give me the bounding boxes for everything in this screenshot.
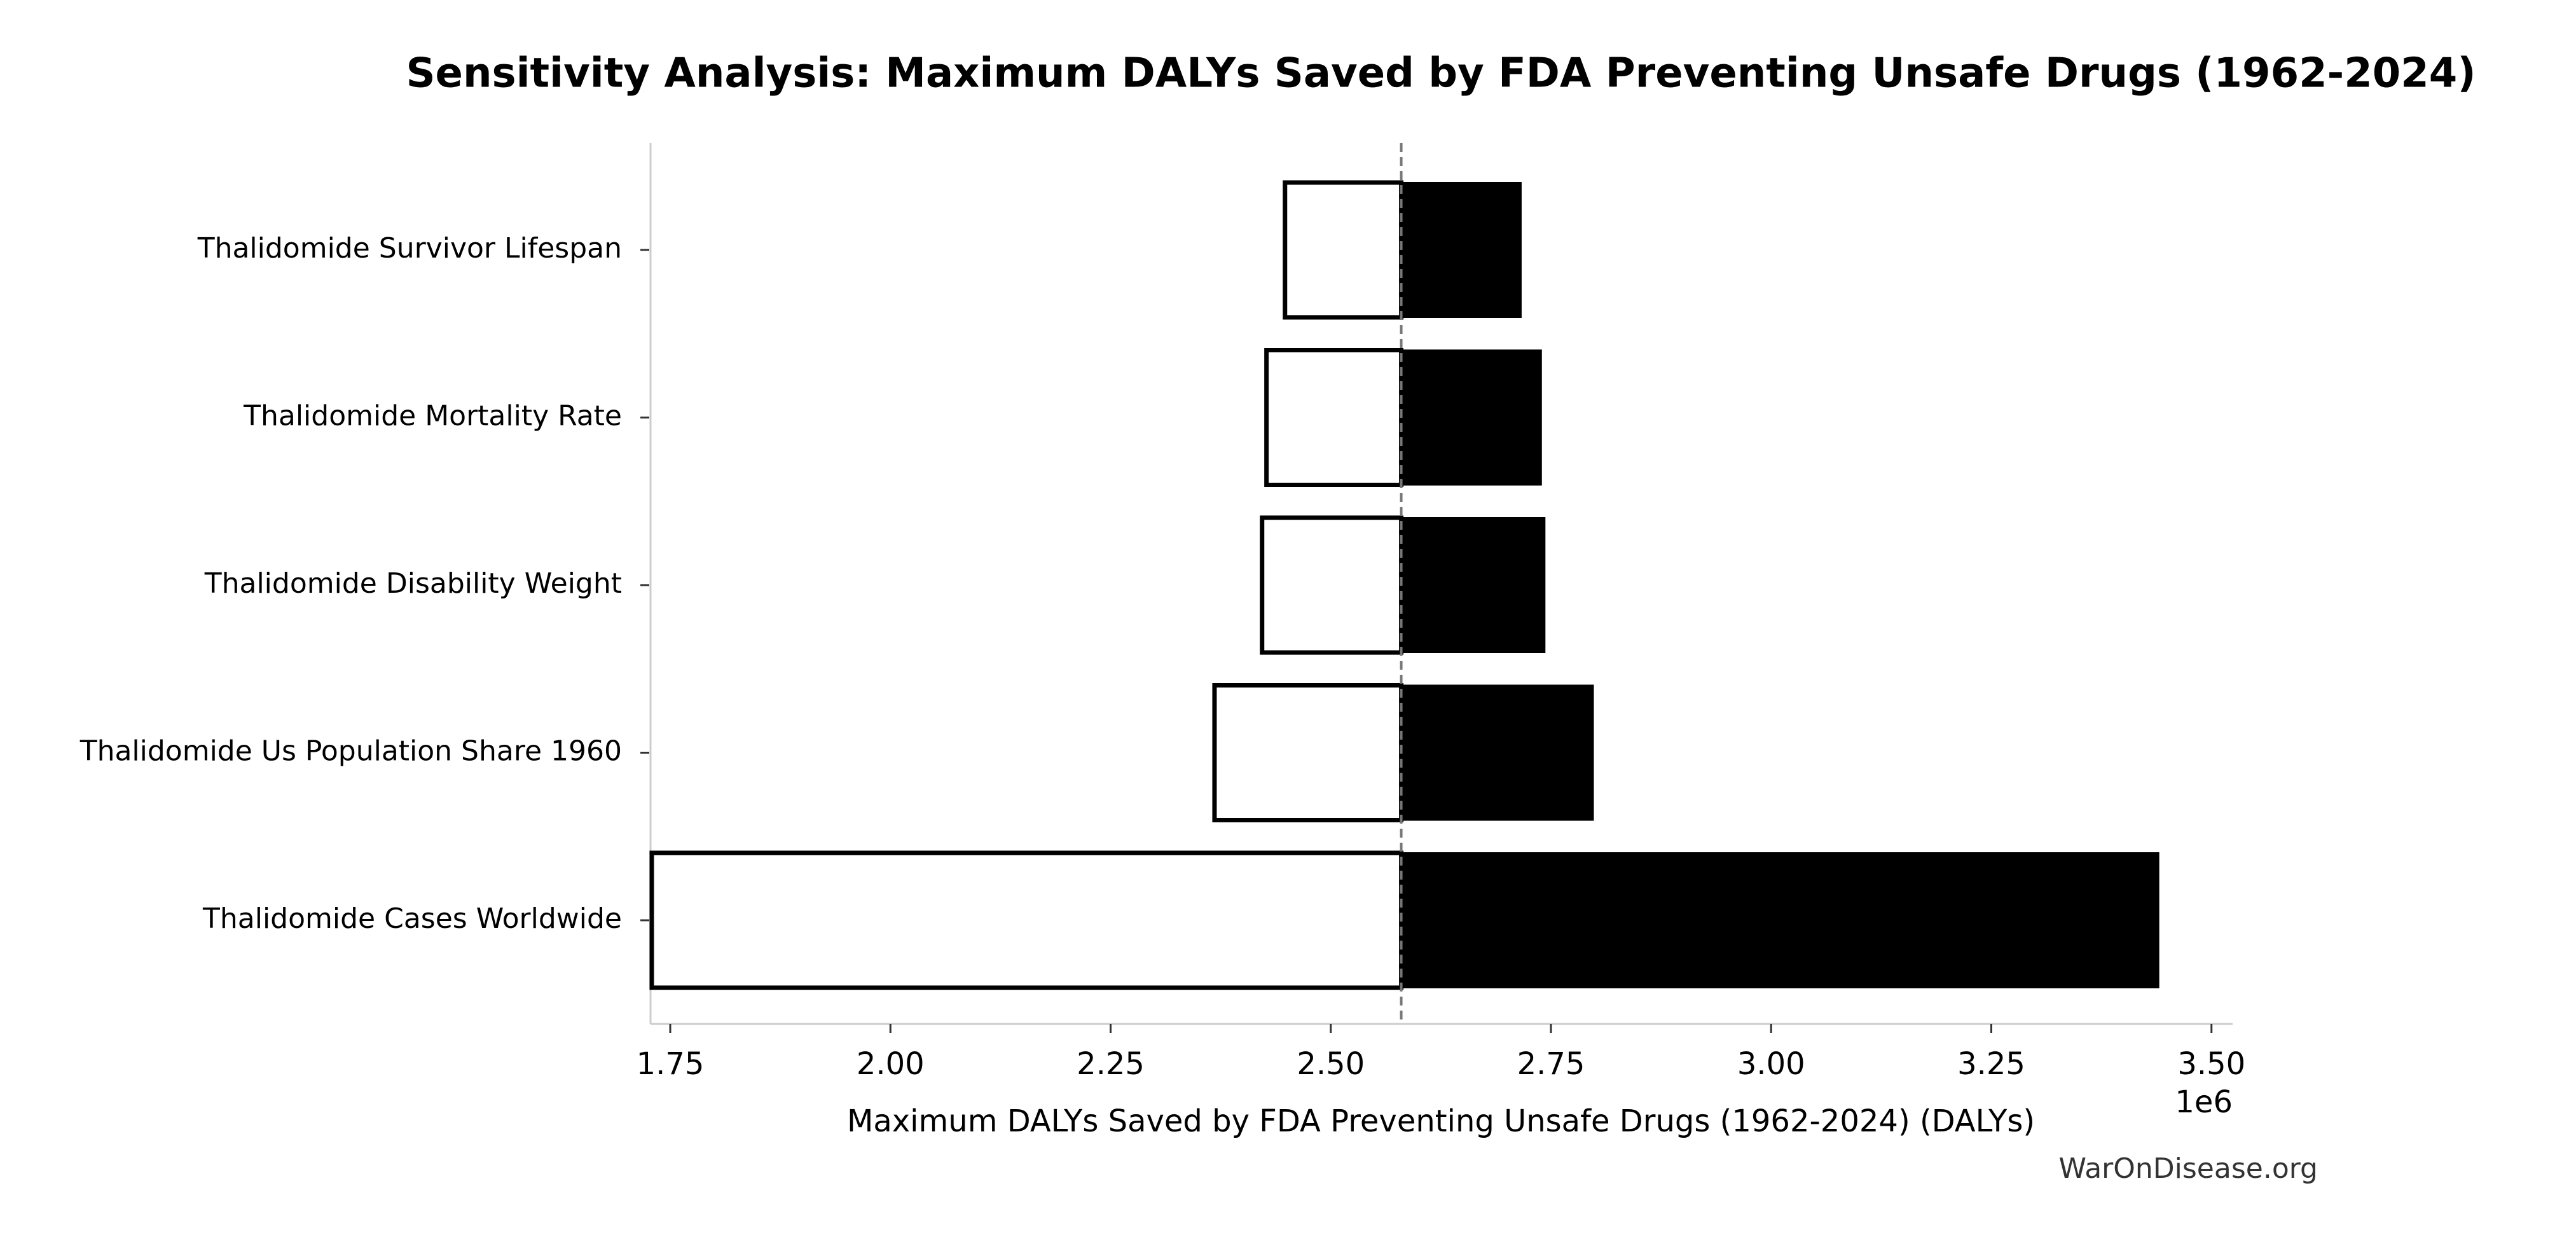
- x-tick-label: 3.25: [1957, 1046, 2025, 1082]
- low-bar: [1264, 348, 1404, 487]
- offset-label: 1e6: [2175, 1084, 2233, 1120]
- chart-title: Sensitivity Analysis: Maximum DALYs Save…: [406, 50, 2476, 97]
- y-tick-label: Thalidomide Survivor Lifespan: [197, 232, 622, 265]
- low-bar: [1212, 683, 1404, 822]
- low-bar: [649, 850, 1404, 990]
- high-bar: [1400, 852, 2159, 988]
- y-tick-label: Thalidomide Mortality Rate: [243, 400, 622, 432]
- x-tick-label: 2.25: [1077, 1046, 1145, 1082]
- x-tick-label: 2.50: [1297, 1046, 1365, 1082]
- x-axis-label: Maximum DALYs Saved by FDA Preventing Un…: [847, 1103, 2035, 1139]
- x-tick-label: 3.50: [2177, 1046, 2245, 1082]
- y-tick-label: Thalidomide Us Population Share 1960: [79, 735, 622, 768]
- y-tick-label: Thalidomide Disability Weight: [204, 567, 622, 600]
- x-tick-label: 1.75: [637, 1046, 705, 1082]
- high-bar: [1400, 182, 1522, 318]
- low-bar: [1283, 180, 1404, 320]
- high-bar: [1400, 349, 1542, 486]
- y-tick-label: Thalidomide Cases Worldwide: [202, 902, 622, 935]
- x-tick-label: 2.75: [1517, 1046, 1585, 1082]
- x-tick-label: 3.00: [1737, 1046, 1805, 1082]
- x-tick-label: 2.00: [857, 1046, 925, 1082]
- watermark: WarOnDisease.org: [2059, 1152, 2318, 1185]
- high-bar: [1400, 684, 1594, 821]
- low-bar: [1260, 515, 1404, 655]
- high-bar: [1400, 517, 1546, 653]
